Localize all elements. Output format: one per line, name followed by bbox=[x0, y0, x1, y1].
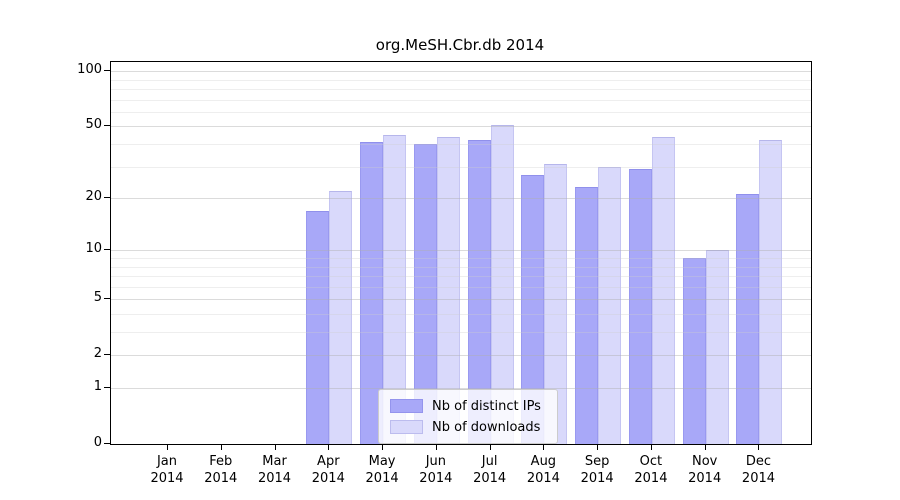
chart-title: org.MeSH.Cbr.db 2014 bbox=[375, 36, 545, 54]
bar-downloads-sep bbox=[598, 166, 622, 444]
y-tick-label-50: 50 bbox=[85, 117, 102, 133]
plot-area bbox=[110, 61, 812, 445]
legend-label-distinct-ips: Nb of distinct IPs bbox=[432, 398, 541, 414]
gridline-1 bbox=[111, 388, 811, 389]
legend: Nb of distinct IPs Nb of downloads bbox=[378, 389, 558, 444]
x-tick-label-mar: Mar 2014 bbox=[257, 454, 292, 486]
gridline-2 bbox=[111, 355, 811, 357]
bar-downloads-may bbox=[383, 134, 407, 444]
y-tick-label-2: 2 bbox=[93, 346, 102, 362]
gridline-70 bbox=[111, 99, 811, 101]
y-tick-label-10: 10 bbox=[85, 241, 102, 257]
x-tick-mark-sep bbox=[597, 444, 599, 450]
gridline-50 bbox=[111, 126, 811, 128]
gridline-6 bbox=[111, 286, 811, 288]
gridline-20 bbox=[111, 198, 811, 200]
bar-distinct_ips-jun bbox=[413, 144, 437, 444]
legend-item-distinct-ips: Nb of distinct IPs bbox=[379, 398, 557, 415]
gridline-80 bbox=[111, 89, 811, 91]
x-tick-label-apr: Apr 2014 bbox=[311, 454, 345, 486]
legend-swatch-downloads bbox=[390, 420, 423, 434]
y-tick-mark-2 bbox=[104, 354, 110, 356]
x-tick-mark-jan bbox=[167, 444, 168, 450]
bar-downloads-nov bbox=[705, 250, 729, 444]
x-tick-label-may: May 2014 bbox=[365, 454, 399, 486]
gridline-9 bbox=[111, 258, 811, 259]
x-tick-label-sep: Sep 2014 bbox=[580, 454, 614, 486]
bar-distinct_ips-oct bbox=[628, 169, 652, 444]
bar-downloads-oct bbox=[651, 136, 675, 444]
bar-downloads-aug bbox=[544, 164, 568, 444]
x-tick-mark-may bbox=[382, 444, 384, 450]
gridline-8 bbox=[111, 266, 811, 268]
gridline-3 bbox=[111, 332, 811, 334]
gridline-60 bbox=[111, 111, 811, 113]
x-tick-mark-apr bbox=[328, 444, 330, 450]
bar-distinct_ips-jul bbox=[467, 140, 491, 444]
y-tick-mark-50 bbox=[104, 125, 110, 127]
x-tick-label-feb: Feb 2014 bbox=[204, 454, 238, 486]
gridline-40 bbox=[111, 144, 811, 146]
y-tick-label-20: 20 bbox=[85, 189, 102, 205]
bar-distinct_ips-nov bbox=[682, 258, 706, 444]
y-tick-mark-5 bbox=[104, 298, 110, 300]
x-tick-mark-aug bbox=[543, 444, 545, 450]
bar-downloads-apr bbox=[329, 190, 353, 444]
gridline-4 bbox=[111, 313, 811, 315]
x-tick-label-nov: Nov 2014 bbox=[688, 454, 722, 486]
gridline-10 bbox=[111, 250, 811, 252]
y-tick-label-5: 5 bbox=[93, 290, 102, 306]
y-tick-label-0: 0 bbox=[93, 435, 102, 450]
bar-distinct_ips-aug bbox=[521, 174, 545, 444]
y-tick-mark-1 bbox=[104, 387, 110, 388]
gridline-90 bbox=[111, 79, 811, 81]
x-tick-mark-nov bbox=[704, 444, 706, 450]
gridline-30 bbox=[111, 166, 811, 168]
x-tick-label-aug: Aug 2014 bbox=[526, 454, 560, 486]
x-tick-label-jan: Jan 2014 bbox=[150, 454, 184, 486]
legend-label-downloads: Nb of downloads bbox=[432, 419, 541, 435]
y-tick-mark-10 bbox=[104, 249, 110, 251]
x-tick-label-jul: Jul 2014 bbox=[473, 454, 507, 486]
legend-item-downloads: Nb of downloads bbox=[379, 419, 557, 436]
bar-distinct_ips-may bbox=[360, 142, 384, 444]
x-tick-mark-jul bbox=[489, 444, 491, 450]
y-tick-label-1: 1 bbox=[93, 379, 102, 394]
x-tick-label-oct: Oct 2014 bbox=[634, 454, 668, 486]
bar-distinct_ips-sep bbox=[575, 187, 599, 444]
x-tick-label-jun: Jun 2014 bbox=[419, 454, 453, 486]
bar-distinct_ips-apr bbox=[306, 210, 330, 444]
legend-swatch-distinct-ips bbox=[390, 399, 423, 413]
bar-downloads-dec bbox=[759, 140, 783, 444]
x-tick-label-dec: Dec 2014 bbox=[741, 454, 776, 486]
gridline-5 bbox=[111, 299, 811, 301]
bar-distinct_ips-dec bbox=[736, 194, 760, 444]
y-tick-label-100: 100 bbox=[77, 62, 102, 78]
y-tick-mark-100 bbox=[104, 70, 110, 72]
bar-downloads-jul bbox=[490, 124, 514, 444]
x-tick-mark-feb bbox=[220, 444, 222, 450]
bar-downloads-jun bbox=[436, 136, 460, 444]
gridline-100 bbox=[111, 71, 811, 73]
x-tick-mark-oct bbox=[650, 444, 652, 450]
gridline-7 bbox=[111, 276, 811, 278]
y-tick-mark-20 bbox=[104, 197, 110, 199]
x-tick-mark-jun bbox=[435, 444, 437, 450]
x-tick-mark-mar bbox=[274, 444, 276, 450]
x-tick-mark-dec bbox=[758, 444, 760, 450]
y-tick-mark-0 bbox=[104, 443, 110, 444]
